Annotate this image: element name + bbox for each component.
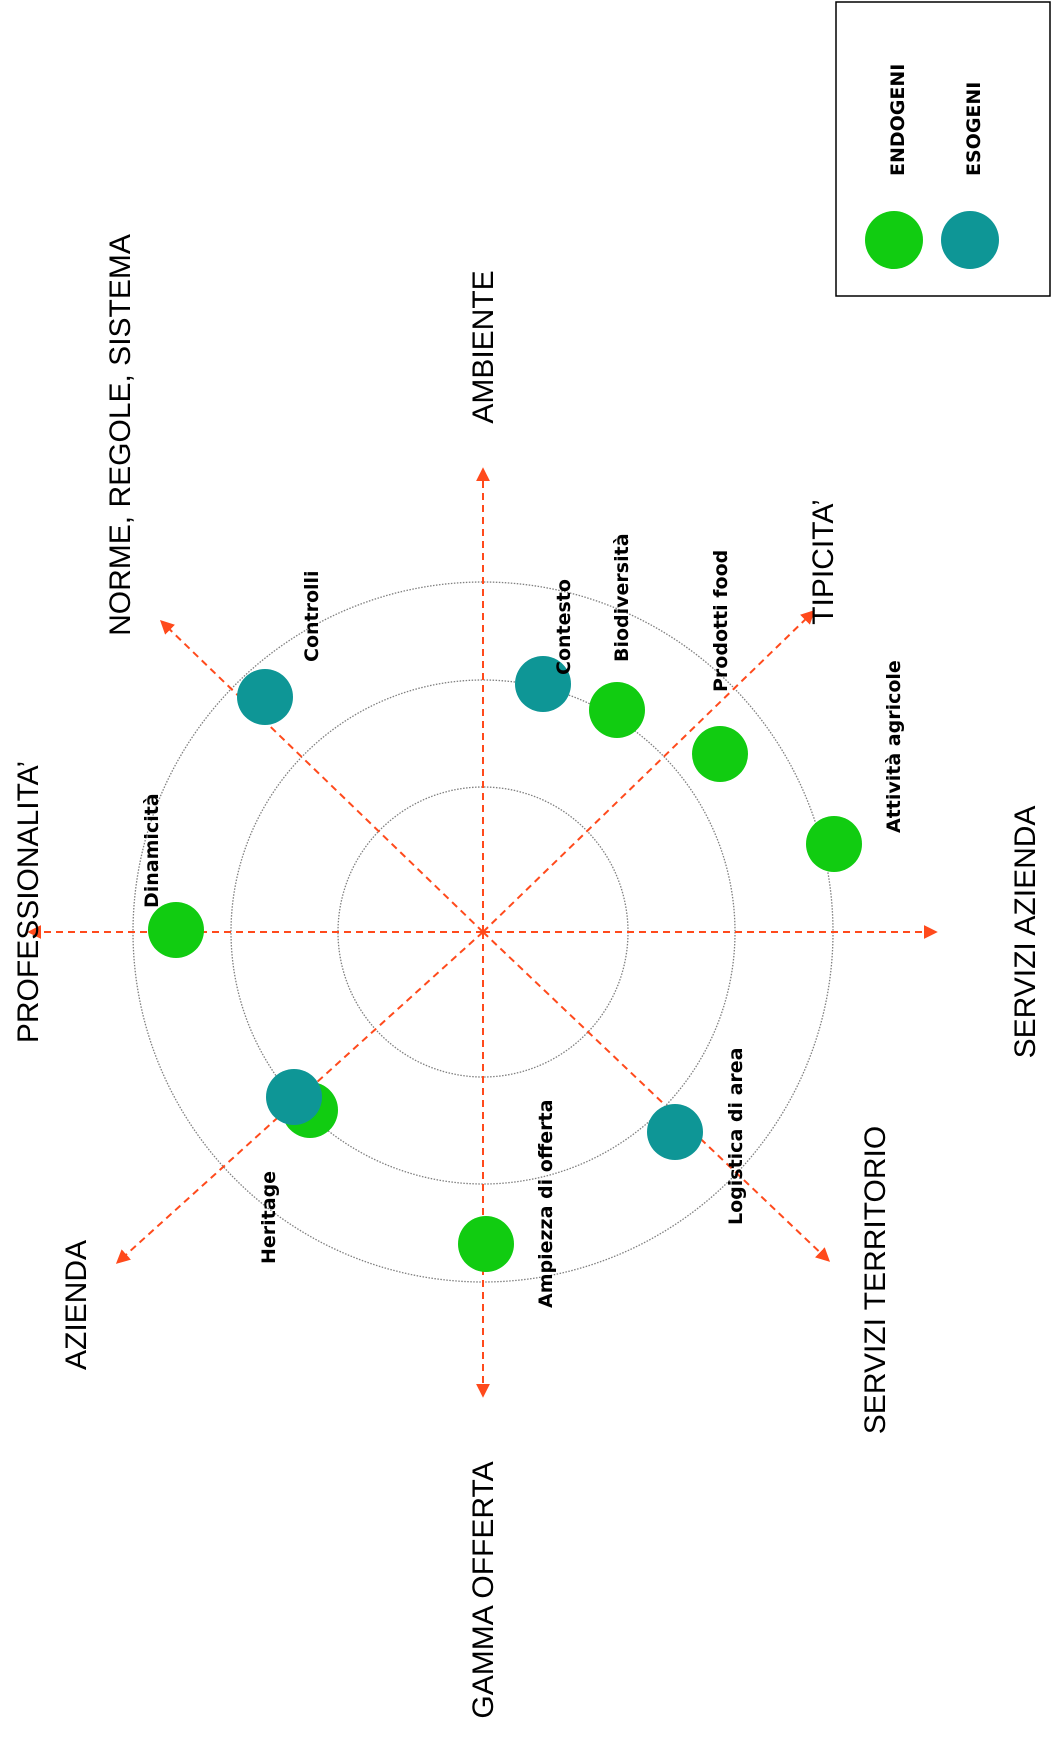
factor-labels: Contesto Biodiversità Prodotti food Atti… bbox=[141, 533, 905, 1308]
point-label-attivita-agricole: Attività agricole bbox=[883, 660, 905, 833]
point-label-biodiversita: Biodiversità bbox=[611, 533, 633, 662]
axes bbox=[27, 467, 938, 1398]
axis-label-ambiente: AMBIENTE bbox=[467, 270, 500, 423]
point-label-logistica-di-area: Logistica di area bbox=[725, 1047, 747, 1225]
point-label-controlli: Controlli bbox=[301, 570, 323, 662]
axis-label-servizi-azienda: SERVIZI AZIENDA bbox=[1009, 806, 1042, 1059]
legend-label-endogeni: ENDOGENI bbox=[887, 64, 909, 176]
point-label-dinamicita: Dinamicità bbox=[141, 793, 163, 908]
axis-norme-arrow bbox=[159, 620, 484, 933]
marker-attivita-agricole bbox=[806, 816, 862, 872]
factor-markers bbox=[148, 656, 862, 1272]
axis-labels: AMBIENTE TIPICITA’ SERVIZI AZIENDA SERVI… bbox=[12, 234, 1042, 1718]
legend-swatch-esogeni bbox=[941, 211, 999, 269]
marker-dinamicita bbox=[148, 902, 204, 958]
marker-biodiversita bbox=[589, 682, 645, 738]
point-label-heritage: Heritage bbox=[258, 1171, 280, 1264]
legend-label-esogeni: ESOGENI bbox=[963, 82, 985, 176]
axis-label-servizi-territorio: SERVIZI TERRITORIO bbox=[859, 1126, 892, 1434]
marker-contesto bbox=[515, 656, 571, 712]
axis-label-gamma-offerta: GAMMA OFFERTA bbox=[467, 1461, 500, 1718]
axis-label-azienda: AZIENDA bbox=[60, 1240, 93, 1370]
legend-swatch-endogeni bbox=[865, 211, 923, 269]
marker-prodotti-food bbox=[692, 726, 748, 782]
axis-tipicita-arrow bbox=[482, 610, 816, 933]
axis-label-professionalita: PROFESSIONALITA’ bbox=[12, 761, 45, 1043]
axis-label-norme: NORME, REGOLE, SISTEMA bbox=[104, 234, 137, 636]
marker-logistica-di-area bbox=[647, 1104, 703, 1160]
axis-label-tipicita: TIPICITA’ bbox=[807, 499, 840, 625]
point-label-ampiezza-di-offerta: Ampiezza di offerta bbox=[535, 1100, 557, 1308]
marker-ampiezza-di-offerta bbox=[458, 1216, 514, 1272]
marker-heritage-esogeni bbox=[266, 1069, 322, 1125]
point-label-contesto: Contesto bbox=[553, 579, 575, 675]
axis-servizi-territorio-arrow bbox=[482, 931, 831, 1262]
point-label-prodotti-food: Prodotti food bbox=[710, 550, 732, 692]
legend: ENDOGENI ESOGENI bbox=[835, 1, 1051, 297]
marker-controlli bbox=[237, 669, 293, 725]
